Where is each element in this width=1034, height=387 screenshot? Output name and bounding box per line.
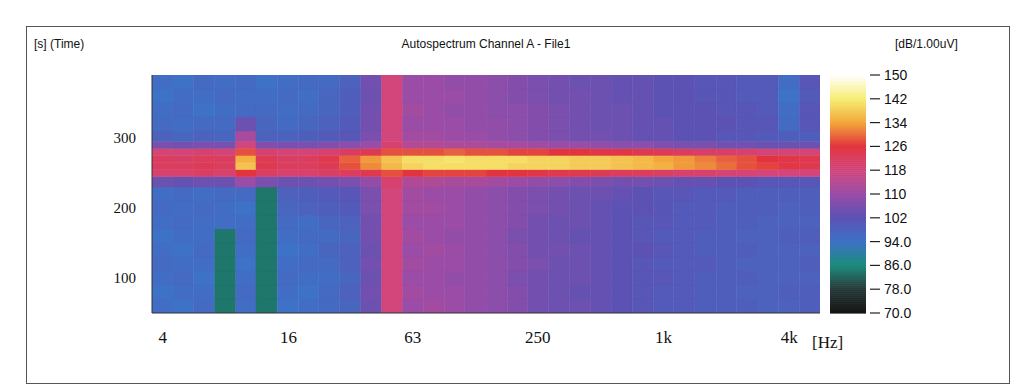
svg-text:126: 126: [884, 138, 908, 154]
svg-text:150: 150: [884, 67, 908, 83]
svg-text:102: 102: [884, 210, 908, 226]
svg-text:4: 4: [159, 328, 168, 347]
svg-text:70.0: 70.0: [884, 305, 911, 321]
html-text:Autospectrum Channel A - File1: Autospectrum Channel A - File1: [401, 37, 571, 51]
svg-text:94.0: 94.0: [884, 234, 911, 250]
svg-text:86.0: 86.0: [884, 257, 911, 273]
html-text:[dB/1.00uV]: [dB/1.00uV]: [895, 37, 958, 51]
svg-text:4k: 4k: [781, 328, 799, 347]
svg-text:63: 63: [404, 328, 421, 347]
svg-text:100: 100: [114, 270, 137, 286]
svg-text:200: 200: [114, 200, 137, 216]
svg-text:110: 110: [884, 186, 907, 202]
html-text:[Hz]: [Hz]: [812, 333, 844, 352]
svg-text:300: 300: [114, 130, 137, 146]
html-text:[s] (Time): [s] (Time): [34, 37, 85, 51]
svg-text:1k: 1k: [655, 328, 673, 347]
svg-text:16: 16: [280, 328, 297, 347]
svg-text:134: 134: [884, 115, 908, 131]
svg-text:118: 118: [884, 162, 907, 178]
svg-text:250: 250: [525, 328, 551, 347]
svg-text:142: 142: [884, 91, 908, 107]
svg-text:78.0: 78.0: [884, 281, 911, 297]
